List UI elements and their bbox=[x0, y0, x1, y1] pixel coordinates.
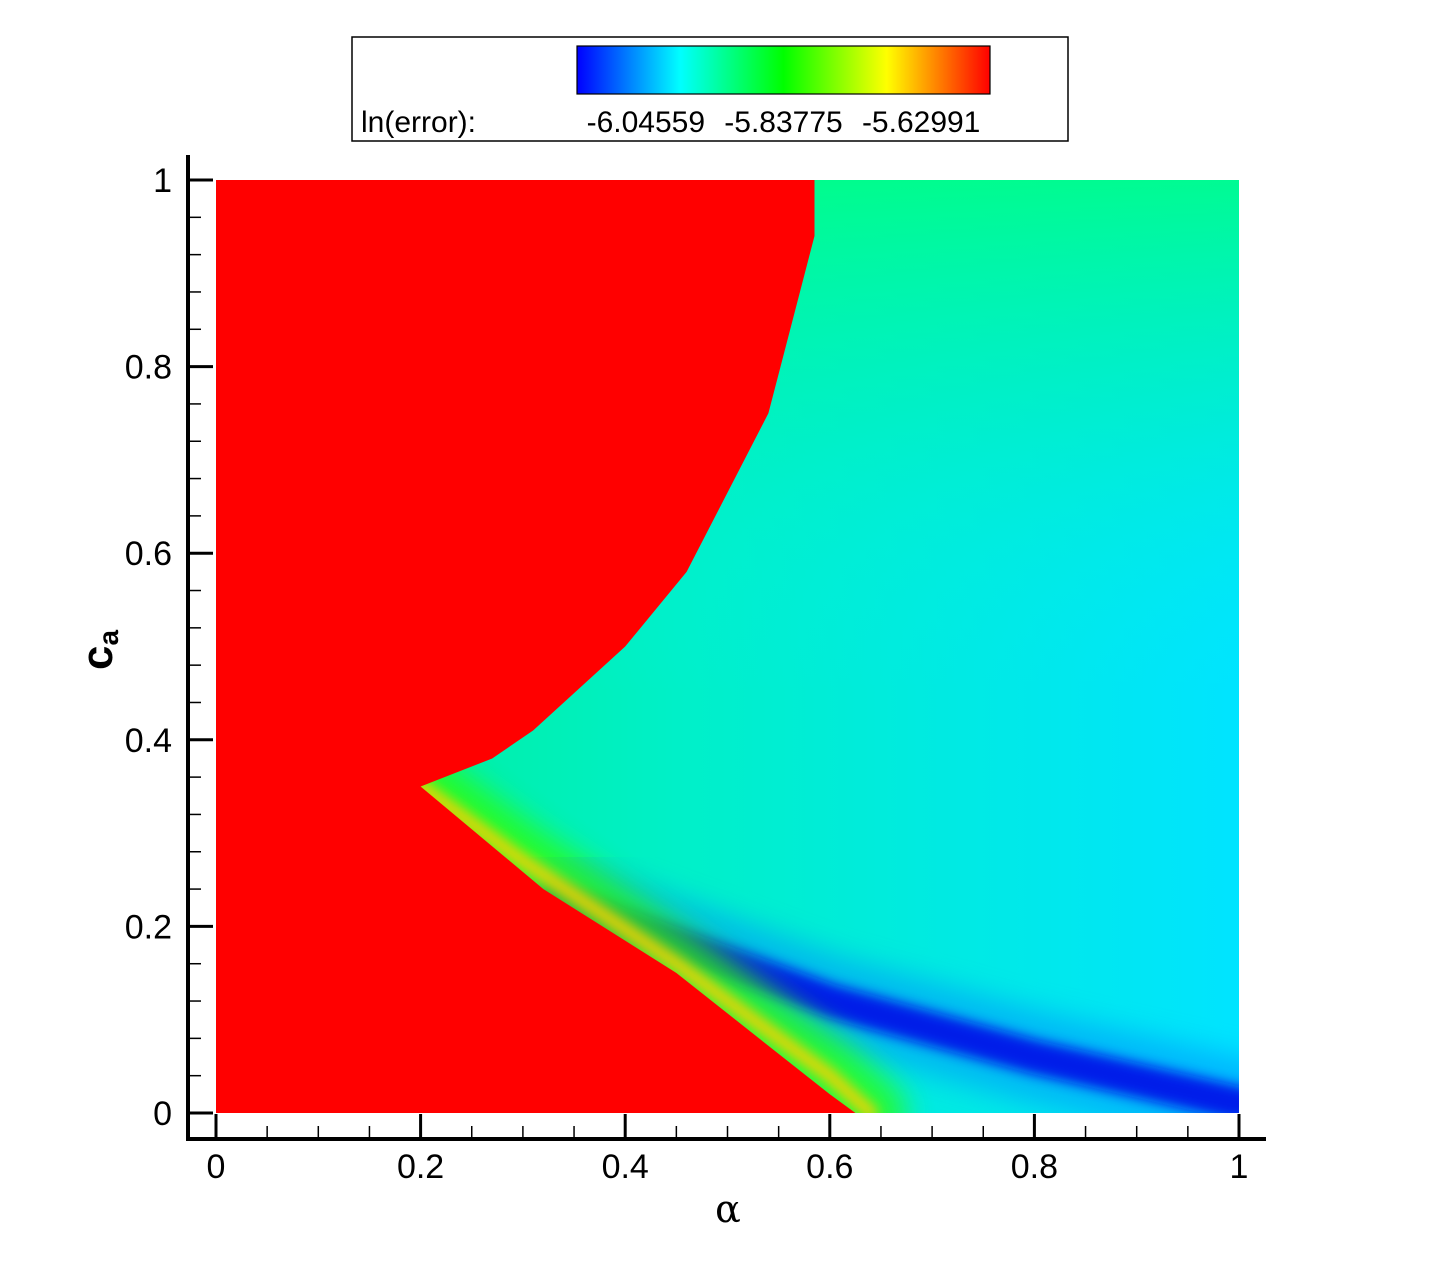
x-axis-ticks: 0 0.2 0.4 0.6 0.8 1 bbox=[207, 1114, 1249, 1186]
colorbar-gradient bbox=[576, 45, 991, 95]
y-axis-title-main: c bbox=[73, 646, 122, 670]
colorbar-tick-label: -5.62991 bbox=[862, 106, 980, 139]
y-tick-label: 0.6 bbox=[125, 535, 172, 573]
y-axis-title-sub: a bbox=[93, 630, 124, 646]
heatmap-field bbox=[216, 180, 1239, 1113]
x-tick-label: 0 bbox=[207, 1148, 226, 1186]
colorbar-tick-labels: -6.04559 -5.83775 -5.62991 bbox=[587, 106, 981, 139]
colorbar-label: ln(error): bbox=[361, 106, 476, 139]
x-tick-label: 0.8 bbox=[1011, 1148, 1058, 1186]
x-tick-label: 0.4 bbox=[602, 1148, 649, 1186]
y-tick-label: 0.2 bbox=[125, 908, 172, 946]
x-tick-label: 0.2 bbox=[397, 1148, 444, 1186]
y-tick-label: 0.8 bbox=[125, 349, 172, 387]
heatmap-features bbox=[385, 751, 1239, 1113]
colorbar-tick-label: -6.04559 bbox=[587, 106, 705, 139]
y-tick-label: 0 bbox=[153, 1095, 172, 1133]
transition-ridge bbox=[413, 779, 878, 1113]
y-tick-label: 0.4 bbox=[125, 722, 172, 760]
y-axis-title: ca bbox=[73, 630, 124, 670]
x-tick-label: 1 bbox=[1230, 1148, 1249, 1186]
colorbar-legend: ln(error): -6.04559 -5.83775 -5.62991 bbox=[351, 36, 1069, 142]
x-axis-title: α bbox=[715, 1187, 741, 1231]
axes: 0 0.2 0.4 0.6 0.8 1 0 0.2 0.4 0.6 0.8 1 bbox=[125, 155, 1266, 1186]
svg-text:ca: ca bbox=[73, 630, 124, 670]
x-tick-label: 0.6 bbox=[806, 1148, 853, 1186]
saturated-region bbox=[216, 180, 856, 1113]
colorbar-tick-label: -5.83775 bbox=[724, 106, 842, 139]
y-tick-label: 1 bbox=[153, 162, 172, 200]
y-axis-ticks: 0 0.2 0.4 0.6 0.8 1 bbox=[125, 162, 213, 1133]
